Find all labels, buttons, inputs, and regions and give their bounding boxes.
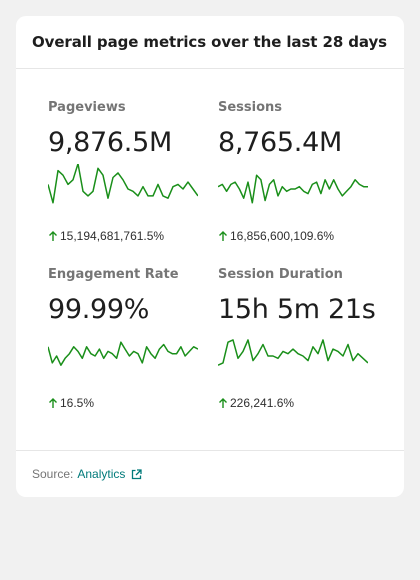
card-header: Overall page metrics over the last 28 da… xyxy=(16,16,404,69)
metric-engagement-rate: Engagement Rate 99.99% 16.5% xyxy=(48,267,208,410)
metric-label: Pageviews xyxy=(48,100,126,115)
metric-value: 15h 5m 21s xyxy=(218,294,376,325)
sparkline xyxy=(48,341,198,366)
metric-label: Session Duration xyxy=(218,267,343,282)
metric-delta: 226,241.6% xyxy=(218,396,294,410)
metric-delta: 15,194,681,761.5% xyxy=(48,229,164,243)
metric-delta-text: 15,194,681,761.5% xyxy=(60,229,165,243)
card-title: Overall page metrics over the last 28 da… xyxy=(32,33,387,51)
arrow-up-icon xyxy=(219,397,227,408)
metric-sessions: Sessions 8,765.4M 16,856,600,109.6% xyxy=(218,100,378,243)
metric-delta-text: 16.5% xyxy=(60,396,95,410)
metric-delta: 16.5% xyxy=(48,396,94,410)
metric-delta: 16,856,600,109.6% xyxy=(218,229,334,243)
metric-value: 99.99% xyxy=(48,294,150,325)
sparkline xyxy=(218,339,368,366)
sparkline-path xyxy=(218,174,368,204)
metrics-card: Overall page metrics over the last 28 da… xyxy=(16,16,404,497)
sparkline xyxy=(48,164,198,204)
sparkline xyxy=(218,174,368,204)
metric-delta-text: 226,241.6% xyxy=(230,396,295,410)
metric-label: Sessions xyxy=(218,100,283,115)
source-label: Source: xyxy=(32,467,74,481)
source-link[interactable]: Analytics xyxy=(77,467,143,481)
external-link-icon xyxy=(132,468,143,479)
metric-label: Engagement Rate xyxy=(48,267,179,282)
arrow-up-icon xyxy=(49,230,57,241)
metric-value: 9,876.5M xyxy=(48,127,172,158)
sparkline-path xyxy=(48,341,198,366)
metric-session-duration: Session Duration 15h 5m 21s 226,241.6% xyxy=(218,267,378,410)
metric-pageviews: Pageviews 9,876.5M 15,194,681,761.5% xyxy=(48,100,208,243)
metric-value: 8,765.4M xyxy=(218,127,342,158)
metric-delta-text: 16,856,600,109.6% xyxy=(230,229,335,243)
sparkline-path xyxy=(48,164,198,204)
arrow-up-icon xyxy=(49,397,57,408)
sparkline-path xyxy=(218,339,368,366)
source-link-text: Analytics xyxy=(77,467,126,481)
card-footer: Source: Analytics xyxy=(16,450,404,497)
arrow-up-icon xyxy=(219,230,227,241)
